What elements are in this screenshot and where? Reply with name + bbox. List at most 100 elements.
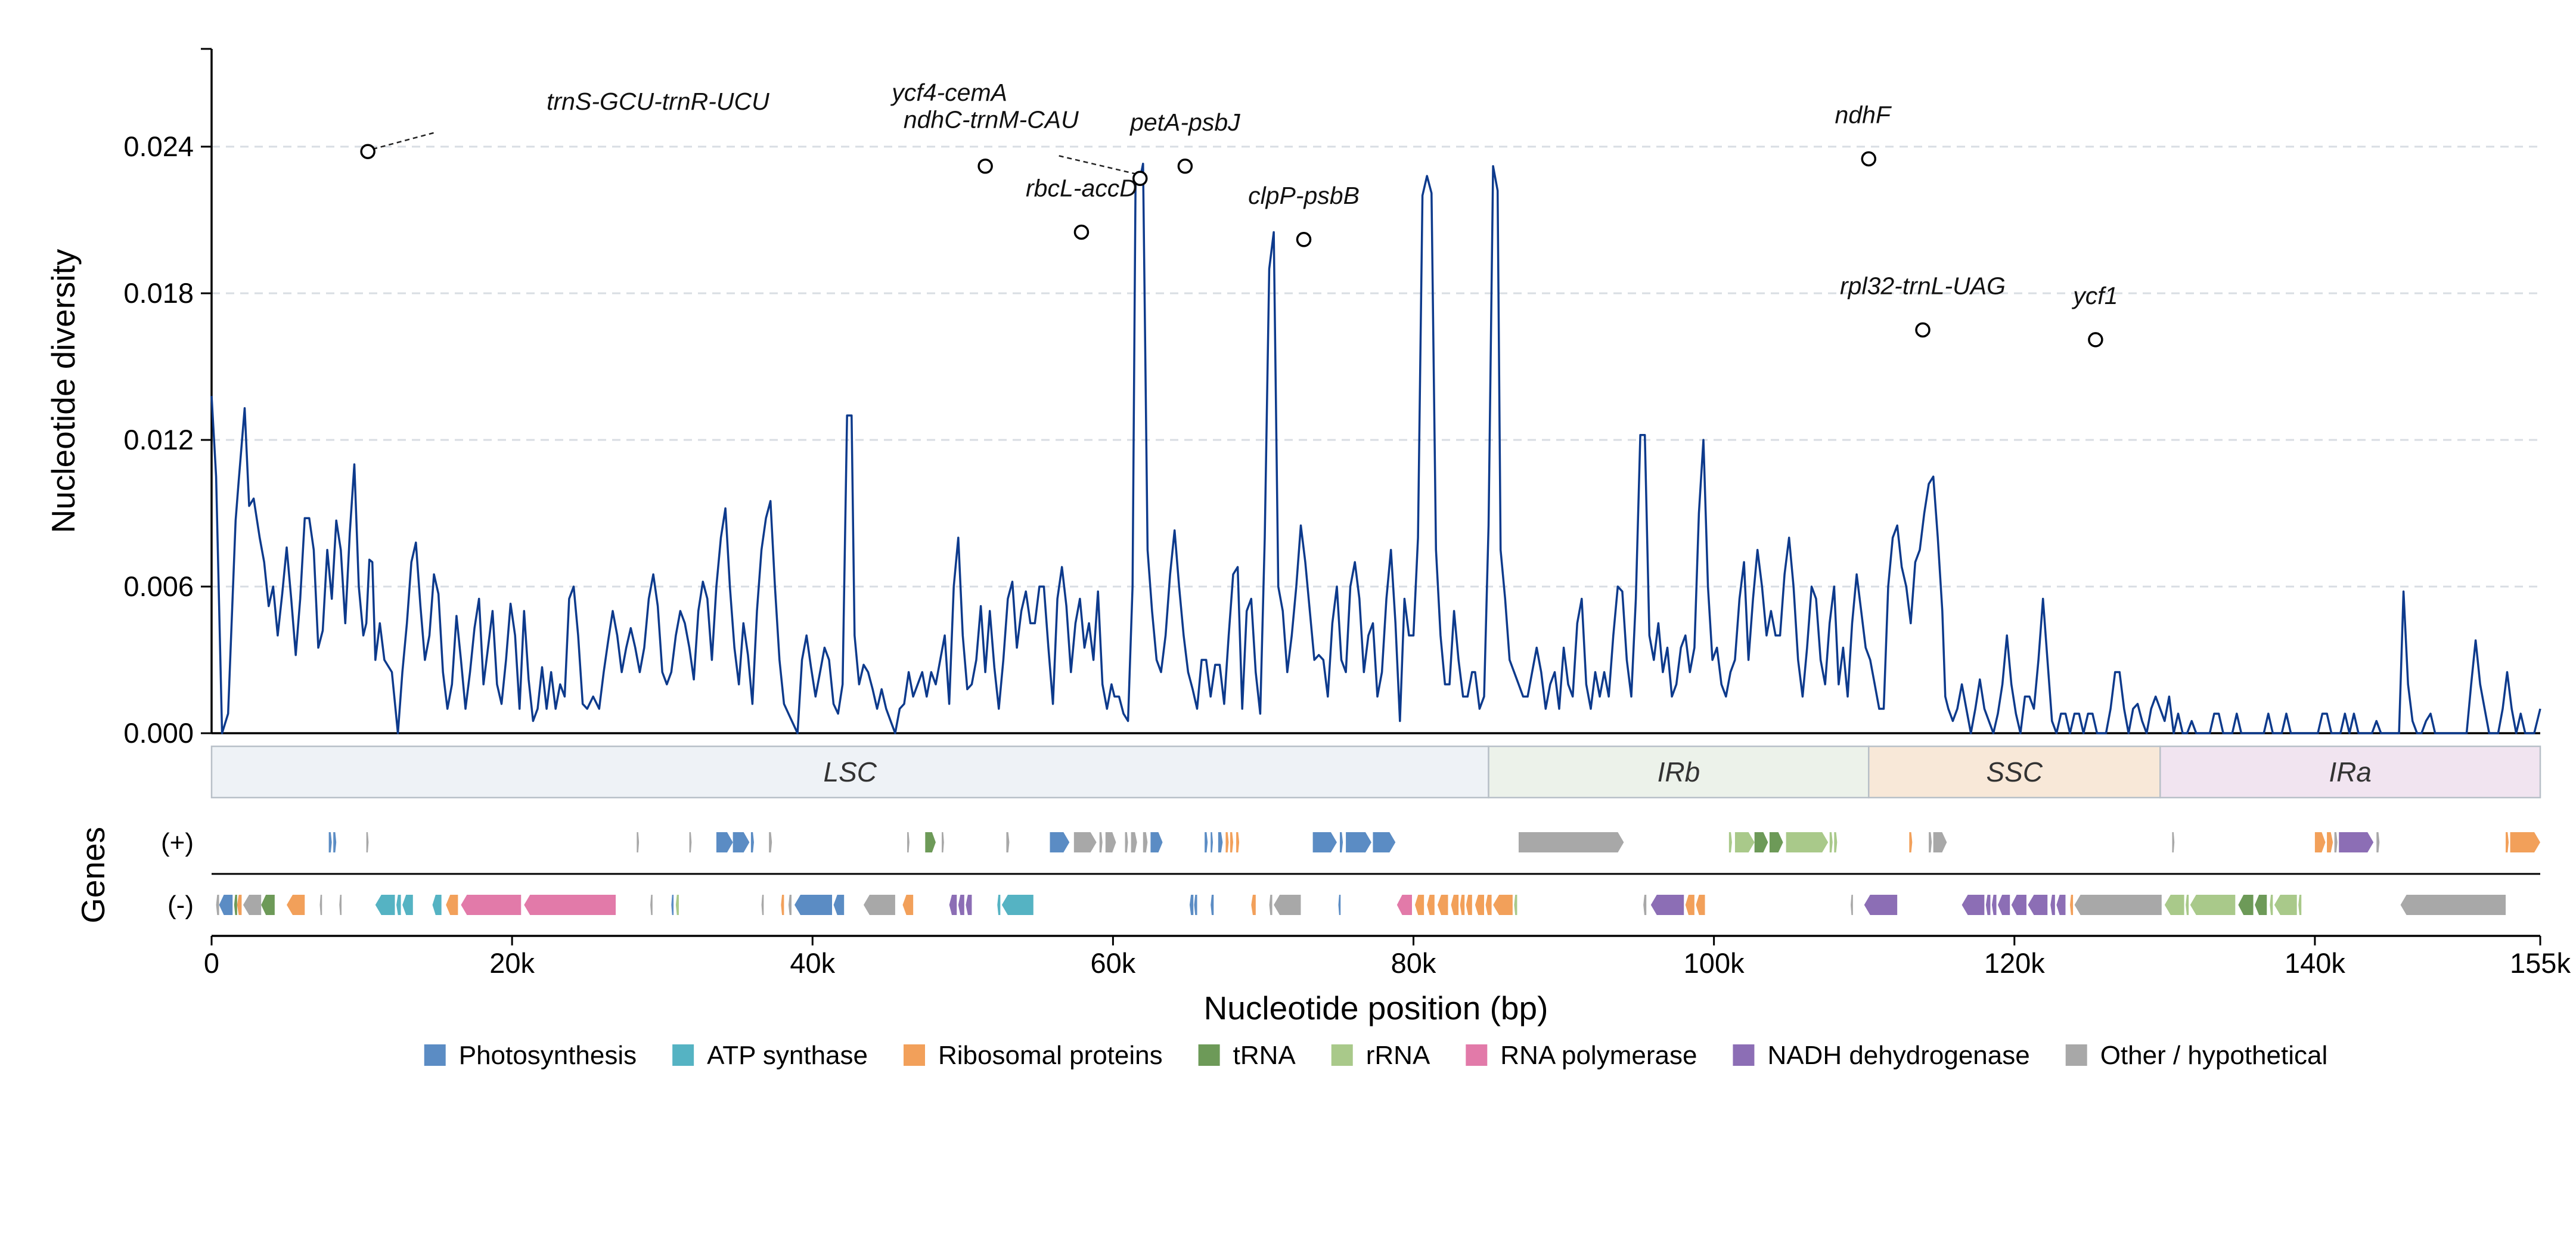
gene-arrow xyxy=(1998,895,2010,915)
gene-arrow xyxy=(1427,895,1435,915)
gene-arrow xyxy=(461,895,522,915)
peak-leader-line xyxy=(1057,154,1146,177)
gene-arrow xyxy=(1236,832,1240,852)
gene-arrow xyxy=(396,895,401,915)
diversity-line xyxy=(210,162,2541,734)
gene-arrow xyxy=(1685,895,1694,915)
gene-arrow xyxy=(328,832,332,852)
gene-arrow xyxy=(319,895,322,915)
legend-label: tRNA xyxy=(1233,1041,1296,1070)
y-tick-label: 0.000 xyxy=(123,717,194,749)
legend-swatch xyxy=(1733,1044,1755,1066)
peak-label: trnS-GCU-trnR-UCU xyxy=(547,88,769,115)
x-tick-label: 140k xyxy=(2285,947,2345,979)
gene-arrow xyxy=(958,895,964,915)
gene-arrow xyxy=(2050,895,2055,915)
gene-arrow xyxy=(637,832,640,852)
gene-arrow xyxy=(902,895,914,915)
x-tick-label: 60k xyxy=(1090,947,1135,979)
legend-label: Other / hypothetical xyxy=(2100,1041,2328,1070)
gene-arrow xyxy=(432,895,442,915)
legend-swatch xyxy=(1198,1044,1220,1066)
peak-label: petA-psbJ xyxy=(1129,108,1240,136)
gene-arrow xyxy=(1475,895,1484,915)
peak-marker xyxy=(1296,232,1312,247)
strand-label: (-) xyxy=(167,891,194,920)
gene-arrow xyxy=(733,832,750,852)
peak-annotations: trnS-GCU-trnR-UCU ycf4-cemA rbcL-accD ndhC-… xyxy=(360,79,2118,348)
gene-arrow xyxy=(863,895,895,915)
region-label: SSC xyxy=(1986,756,2043,787)
gene-arrow xyxy=(1189,895,1194,915)
x-tick-label: 80k xyxy=(1391,947,1436,979)
gene-arrow xyxy=(689,832,692,852)
gene-arrow xyxy=(1650,895,1684,915)
gene-arrow xyxy=(1460,895,1465,915)
gene-arrow xyxy=(366,832,369,852)
gene-arrow xyxy=(1251,895,1256,915)
peak-label: rpl32-trnL-UAG xyxy=(1840,272,2006,300)
gene-arrow xyxy=(2298,895,2302,915)
peak-label: ndhF xyxy=(1835,101,1892,129)
x-tick-label: 100k xyxy=(1684,947,1745,979)
gene-arrow xyxy=(261,895,275,915)
region-block xyxy=(2159,745,2541,799)
gene-arrow xyxy=(788,895,792,915)
genome-regions: LSC IRb SSC IRa xyxy=(210,745,2541,799)
legend-label: NADH dehydrogenase xyxy=(1767,1041,2029,1070)
gene-arrow xyxy=(1415,895,1424,915)
gene-arrow xyxy=(1205,832,1208,852)
legend-swatch xyxy=(903,1044,925,1066)
legend-label: rRNA xyxy=(1366,1041,1430,1070)
gene-arrow xyxy=(524,895,616,915)
region-block xyxy=(1868,745,2161,799)
gene-arrow xyxy=(1269,895,1273,915)
gene-arrow xyxy=(1211,895,1214,915)
gene-arrow xyxy=(2339,832,2374,852)
gene-arrow xyxy=(942,832,944,852)
legend-swatch xyxy=(2065,1044,2087,1066)
legend-label: Ribosomal proteins xyxy=(938,1041,1163,1070)
gene-arrow xyxy=(2238,895,2254,915)
gene-arrow xyxy=(2400,895,2506,915)
gene-arrow xyxy=(446,895,458,915)
gene-arrow xyxy=(1851,895,1853,915)
gene-arrow xyxy=(2070,895,2074,915)
gene-arrow xyxy=(1373,832,1396,852)
x-axis-title: Nucleotide position (bp) xyxy=(1204,990,1548,1026)
gene-arrow xyxy=(1834,832,1838,852)
gene-arrow xyxy=(1211,832,1213,852)
x-tick-label: 120k xyxy=(1984,947,2045,979)
genes-track-title: Genes xyxy=(75,827,111,923)
diversity-series xyxy=(210,162,2541,734)
gene-arrow xyxy=(1050,832,1070,852)
gene-arrow xyxy=(2376,832,2380,852)
gene-arrow xyxy=(1829,832,1833,852)
gene-arrow xyxy=(333,832,337,852)
legend-label: Photosynthesis xyxy=(459,1041,637,1070)
gene-arrow xyxy=(2314,832,2326,852)
legend-label: RNA polymerase xyxy=(1500,1041,1697,1070)
gene-arrow xyxy=(1396,895,1412,915)
peak-marker xyxy=(1132,170,1148,187)
gene-arrow xyxy=(1786,832,1829,852)
gene-arrow xyxy=(2334,832,2338,852)
gene-arrow xyxy=(2056,895,2066,915)
gene-arrow xyxy=(1230,832,1234,852)
legend-swatch xyxy=(672,1044,694,1066)
gene-arrow xyxy=(716,832,733,852)
gene-arrow xyxy=(1001,895,1033,915)
y-tick-label: 0.012 xyxy=(123,424,194,455)
x-tick-label: 155k xyxy=(2510,947,2571,979)
gene-arrow xyxy=(1451,895,1459,915)
gene-arrow xyxy=(2172,832,2175,852)
gene-arrow xyxy=(2074,895,2162,915)
peak-label: clpP-psbB xyxy=(1248,182,1360,209)
gene-arrow xyxy=(1485,895,1492,915)
peak-marker xyxy=(1073,224,1090,240)
gene-arrow xyxy=(1338,895,1341,915)
x-tick-label: 40k xyxy=(790,947,835,979)
region-label: IRb xyxy=(1658,756,1700,787)
gridlines xyxy=(212,145,2540,588)
